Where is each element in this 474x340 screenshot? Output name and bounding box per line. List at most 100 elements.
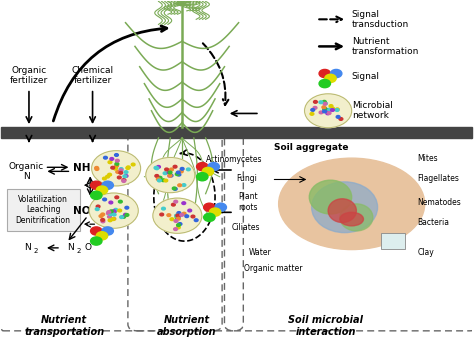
Circle shape bbox=[177, 173, 181, 176]
Circle shape bbox=[115, 154, 118, 156]
Circle shape bbox=[329, 105, 333, 107]
Text: 4: 4 bbox=[92, 168, 98, 177]
Circle shape bbox=[180, 214, 184, 216]
Circle shape bbox=[176, 226, 180, 229]
Circle shape bbox=[96, 232, 108, 240]
Circle shape bbox=[125, 214, 129, 216]
Circle shape bbox=[202, 167, 214, 175]
Text: Organic
N: Organic N bbox=[9, 162, 44, 182]
Circle shape bbox=[120, 216, 124, 219]
Circle shape bbox=[172, 203, 175, 206]
Circle shape bbox=[155, 174, 159, 177]
Circle shape bbox=[313, 101, 317, 103]
Circle shape bbox=[108, 216, 111, 218]
Circle shape bbox=[112, 213, 116, 216]
Circle shape bbox=[115, 196, 118, 199]
Circle shape bbox=[330, 109, 334, 112]
Circle shape bbox=[165, 168, 168, 171]
Circle shape bbox=[204, 213, 215, 221]
Circle shape bbox=[336, 116, 340, 118]
Circle shape bbox=[131, 163, 135, 166]
Circle shape bbox=[118, 200, 122, 203]
Circle shape bbox=[319, 80, 330, 88]
Circle shape bbox=[180, 170, 183, 173]
Circle shape bbox=[176, 216, 180, 218]
Circle shape bbox=[319, 69, 330, 78]
Circle shape bbox=[95, 208, 99, 210]
Circle shape bbox=[215, 203, 227, 211]
Circle shape bbox=[175, 216, 179, 219]
Text: Nutrient
transformation: Nutrient transformation bbox=[352, 37, 419, 56]
Circle shape bbox=[186, 168, 190, 171]
Text: Actinomycetes: Actinomycetes bbox=[206, 155, 262, 164]
Circle shape bbox=[175, 214, 179, 217]
Circle shape bbox=[96, 205, 100, 208]
Circle shape bbox=[155, 167, 159, 170]
Circle shape bbox=[91, 191, 102, 200]
Circle shape bbox=[169, 174, 173, 177]
Ellipse shape bbox=[340, 212, 364, 226]
Circle shape bbox=[118, 176, 121, 179]
Circle shape bbox=[99, 215, 103, 218]
Circle shape bbox=[161, 179, 165, 182]
Circle shape bbox=[103, 198, 107, 201]
Circle shape bbox=[208, 163, 219, 171]
Circle shape bbox=[326, 109, 330, 112]
Circle shape bbox=[168, 174, 172, 177]
Circle shape bbox=[185, 215, 189, 218]
Circle shape bbox=[102, 181, 113, 189]
Circle shape bbox=[177, 224, 181, 226]
Circle shape bbox=[178, 184, 182, 187]
Circle shape bbox=[322, 100, 326, 103]
Circle shape bbox=[115, 163, 119, 165]
Circle shape bbox=[110, 157, 114, 160]
Circle shape bbox=[176, 214, 180, 217]
Circle shape bbox=[305, 94, 352, 128]
Circle shape bbox=[323, 107, 327, 110]
Circle shape bbox=[126, 167, 130, 169]
Circle shape bbox=[108, 219, 112, 222]
Circle shape bbox=[156, 166, 160, 168]
Circle shape bbox=[204, 203, 215, 211]
Circle shape bbox=[170, 168, 173, 171]
Text: NH: NH bbox=[73, 163, 90, 173]
Circle shape bbox=[182, 184, 186, 186]
Circle shape bbox=[119, 171, 123, 174]
Circle shape bbox=[322, 106, 326, 108]
Circle shape bbox=[319, 101, 323, 104]
Circle shape bbox=[101, 219, 105, 221]
Text: Nematodes: Nematodes bbox=[418, 198, 461, 207]
Circle shape bbox=[188, 209, 191, 212]
Circle shape bbox=[127, 166, 130, 169]
Circle shape bbox=[210, 208, 221, 216]
Text: N: N bbox=[25, 243, 31, 252]
Circle shape bbox=[323, 108, 327, 110]
Text: Clay: Clay bbox=[418, 249, 434, 257]
Text: Fungi: Fungi bbox=[237, 174, 257, 183]
Circle shape bbox=[182, 212, 186, 215]
Text: Organic matter: Organic matter bbox=[244, 264, 302, 273]
Circle shape bbox=[330, 107, 334, 110]
Circle shape bbox=[175, 214, 179, 217]
Circle shape bbox=[101, 213, 105, 216]
Circle shape bbox=[124, 171, 128, 173]
Circle shape bbox=[176, 171, 180, 174]
Text: Nutrient
absorption: Nutrient absorption bbox=[157, 315, 217, 337]
Circle shape bbox=[173, 187, 176, 190]
Circle shape bbox=[168, 171, 172, 174]
Circle shape bbox=[325, 74, 336, 83]
Text: 2: 2 bbox=[34, 248, 38, 254]
Text: N: N bbox=[67, 243, 74, 252]
Circle shape bbox=[324, 108, 328, 111]
Circle shape bbox=[118, 209, 122, 212]
Circle shape bbox=[109, 210, 113, 212]
Circle shape bbox=[311, 108, 315, 111]
Text: Ciliates: Ciliates bbox=[231, 223, 260, 232]
Circle shape bbox=[197, 173, 208, 181]
Circle shape bbox=[119, 168, 123, 170]
Circle shape bbox=[313, 106, 317, 109]
Circle shape bbox=[182, 202, 186, 204]
Circle shape bbox=[119, 169, 123, 172]
Circle shape bbox=[91, 151, 141, 186]
Circle shape bbox=[175, 173, 179, 175]
